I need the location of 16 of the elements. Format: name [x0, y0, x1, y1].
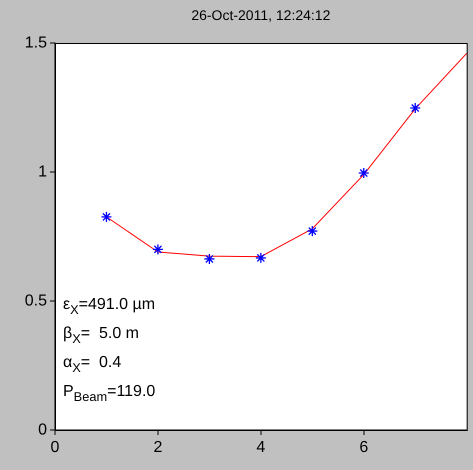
point: [358, 167, 370, 179]
y-tick-label: 1: [38, 163, 48, 180]
y-tick-label: 0.5: [24, 292, 48, 310]
x-tick-label: 2: [153, 439, 162, 456]
point: [204, 253, 216, 265]
point: [100, 211, 112, 223]
y-tick-label: 0: [38, 421, 48, 438]
x-tick-label: 0: [50, 439, 60, 456]
x-tick-label: 4: [256, 439, 266, 456]
chart-title: 26-Oct-2011, 12:24:12: [191, 7, 331, 23]
point: [152, 244, 164, 256]
y-tick-label: 1.5: [24, 34, 48, 52]
x-tick-label: 6: [359, 439, 368, 456]
point: [410, 102, 421, 114]
point: [255, 252, 266, 264]
point: [306, 225, 318, 237]
